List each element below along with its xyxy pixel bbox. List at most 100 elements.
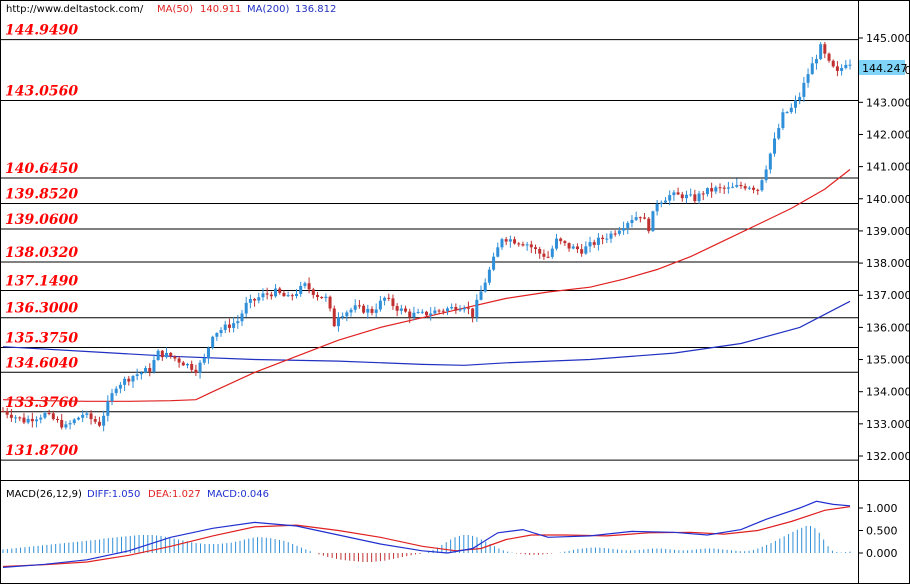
level-label: 140.6450 (5, 161, 78, 177)
candle-body (500, 239, 504, 248)
candle-body (286, 295, 290, 297)
candle-body (693, 194, 697, 202)
macd-tick-label: 0.500 (866, 525, 898, 538)
candle-body (72, 419, 76, 424)
candle-body (814, 59, 818, 64)
candle-body (274, 288, 278, 297)
candle-body (56, 419, 60, 421)
candle-body (760, 180, 764, 191)
candle-body (819, 44, 823, 60)
candle-body (22, 417, 26, 423)
candle-body (336, 317, 340, 327)
candle-body (458, 309, 462, 311)
candle-body (806, 74, 810, 83)
candle-body (781, 112, 785, 129)
candle-body (345, 312, 349, 317)
level-label: 134.6040 (5, 355, 78, 371)
price-tick-label: 140.000 (866, 193, 910, 206)
candle-body (643, 217, 647, 219)
candle-body (743, 186, 747, 189)
candle-body (412, 312, 416, 318)
current-price-tag: 144.247 (859, 60, 908, 75)
candle-body (747, 187, 751, 189)
candle-body (97, 421, 101, 426)
level-label: 138.0320 (5, 245, 78, 261)
candlesticks (1, 41, 852, 432)
candle-body (550, 248, 554, 257)
candle-body (395, 306, 399, 311)
site-url: http://www.deltastock.com/ (6, 4, 144, 15)
candle-body (441, 310, 445, 312)
candle-body (374, 309, 378, 313)
candle-body (605, 238, 609, 240)
level-label: 131.8700 (5, 443, 78, 459)
candle-body (433, 310, 437, 314)
candle-body (223, 324, 227, 330)
candle-body (39, 417, 43, 420)
candle-body (835, 66, 839, 71)
candle-body (563, 241, 567, 244)
candle-body (554, 238, 558, 249)
macd-tick-label: 1.000 (866, 502, 898, 515)
candle-body (311, 289, 315, 295)
candle-body (626, 223, 630, 229)
candle-body (617, 230, 621, 234)
candle-body (529, 244, 533, 248)
candle-body (525, 244, 529, 246)
candle-body (622, 228, 626, 231)
candle-body (303, 283, 307, 286)
candle-body (445, 308, 449, 312)
candle-body (9, 414, 13, 418)
candle-body (638, 217, 642, 219)
candle-body (764, 169, 768, 181)
candle-body (789, 107, 793, 113)
candle-body (731, 186, 735, 188)
candle-body (391, 298, 395, 307)
candle-body (227, 324, 231, 328)
candle-body (768, 153, 772, 170)
candle-body (785, 112, 789, 114)
candle-body (571, 246, 575, 249)
candle-body (81, 414, 85, 418)
candle-body (848, 64, 852, 66)
candle-body (315, 294, 319, 297)
candle-body (680, 194, 684, 199)
price-tick-label: 142.000 (866, 128, 910, 141)
candle-body (278, 288, 282, 293)
ma200-value: 136.812 (295, 4, 336, 15)
candle-body (483, 282, 487, 292)
price-tick-label: 134.000 (866, 386, 910, 399)
price-tick-label: 138.000 (866, 257, 910, 270)
candle-body (714, 187, 718, 192)
candle-body (735, 184, 739, 187)
current-price: 144.247 (862, 62, 908, 75)
candle-body (588, 242, 592, 247)
candle-body (102, 415, 106, 426)
candle-body (739, 184, 743, 187)
candle-body (831, 60, 835, 67)
level-label: 143.0560 (5, 84, 78, 100)
candle-body (357, 305, 361, 307)
candle-body (139, 372, 143, 375)
candle-body (404, 308, 408, 312)
candle-body (752, 187, 756, 190)
candle-body (479, 291, 483, 300)
macd-tick-label: 0.000 (866, 547, 898, 560)
level-label: 139.8520 (5, 187, 78, 203)
candle-body (492, 256, 496, 270)
candle-body (429, 313, 433, 316)
macd-value: MACD:0.046 (207, 489, 269, 500)
macd-lines (2, 500, 851, 568)
candle-body (295, 293, 299, 297)
candle-body (773, 138, 777, 154)
price-tick-label: 136.000 (866, 321, 910, 334)
candle-body (194, 369, 198, 373)
candle-body (454, 306, 458, 311)
candle-body (584, 246, 588, 254)
candle-body (219, 329, 223, 334)
level-label: 133.3760 (5, 395, 78, 411)
candle-body (508, 239, 512, 242)
candle-body (1, 410, 5, 412)
candle-body (823, 44, 827, 54)
candle-body (240, 313, 244, 322)
